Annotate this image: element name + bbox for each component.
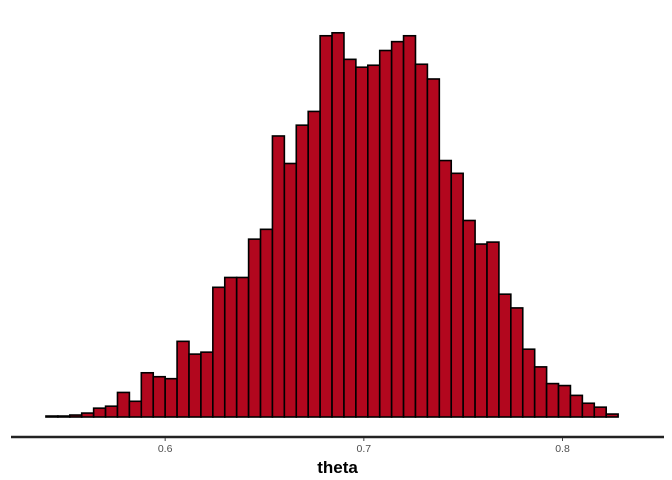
histogram-bar <box>414 63 429 418</box>
histogram-bar <box>259 228 274 418</box>
x-axis-title: theta <box>317 458 358 477</box>
histogram-bar <box>176 340 190 418</box>
histogram-bar <box>235 276 250 418</box>
histogram-bar <box>116 391 131 418</box>
histogram-bar <box>331 32 345 418</box>
histogram-bar <box>605 413 619 418</box>
histogram-bar <box>474 243 488 418</box>
histogram-bar <box>271 135 286 418</box>
histogram-bar <box>498 293 512 418</box>
histogram-bar <box>69 414 83 418</box>
x-axis-ticks: 0.6 0.7 0.8 <box>158 438 570 455</box>
histogram-bar <box>593 406 608 418</box>
histogram-bar <box>307 110 321 418</box>
histogram-bar <box>188 353 202 418</box>
histogram-bar <box>152 375 166 418</box>
histogram-bar <box>355 66 369 418</box>
histogram-bar <box>450 172 464 418</box>
histogram-bar <box>140 371 155 418</box>
histogram-bar <box>247 238 262 418</box>
histogram-bar <box>462 219 476 418</box>
histogram-bar <box>402 34 417 418</box>
histogram-bar <box>557 384 572 418</box>
histogram-bar <box>390 40 405 418</box>
histogram-bar <box>521 348 536 418</box>
x-tick-label: 0.7 <box>357 443 372 455</box>
histogram-bar <box>510 307 524 418</box>
histogram-bar <box>223 276 238 418</box>
histogram-bar <box>545 382 560 418</box>
histogram-bar <box>164 377 178 418</box>
histogram-bar <box>57 415 71 418</box>
histogram-bar <box>426 78 441 418</box>
histogram-bar <box>533 366 548 418</box>
histogram-bar <box>212 286 226 418</box>
x-tick-label: 0.8 <box>555 443 570 455</box>
histogram-bar <box>366 64 381 418</box>
histogram-bar <box>200 351 214 418</box>
histogram-bar <box>45 415 59 418</box>
histogram-bar <box>581 402 596 418</box>
histogram-bar <box>343 58 357 418</box>
histogram-bar <box>104 405 119 418</box>
histogram-bar <box>283 162 298 418</box>
histogram-bar <box>92 407 107 418</box>
histogram-bar <box>569 394 584 418</box>
histogram-bar <box>295 124 309 418</box>
histogram-bar <box>438 159 453 418</box>
histogram-bar <box>486 241 500 418</box>
histogram-bar <box>319 34 333 418</box>
histogram-bar <box>378 49 393 418</box>
histogram-bar <box>80 412 95 418</box>
histogram-bar <box>128 400 143 418</box>
histogram-bars <box>45 32 619 418</box>
x-tick-label: 0.6 <box>158 443 173 455</box>
